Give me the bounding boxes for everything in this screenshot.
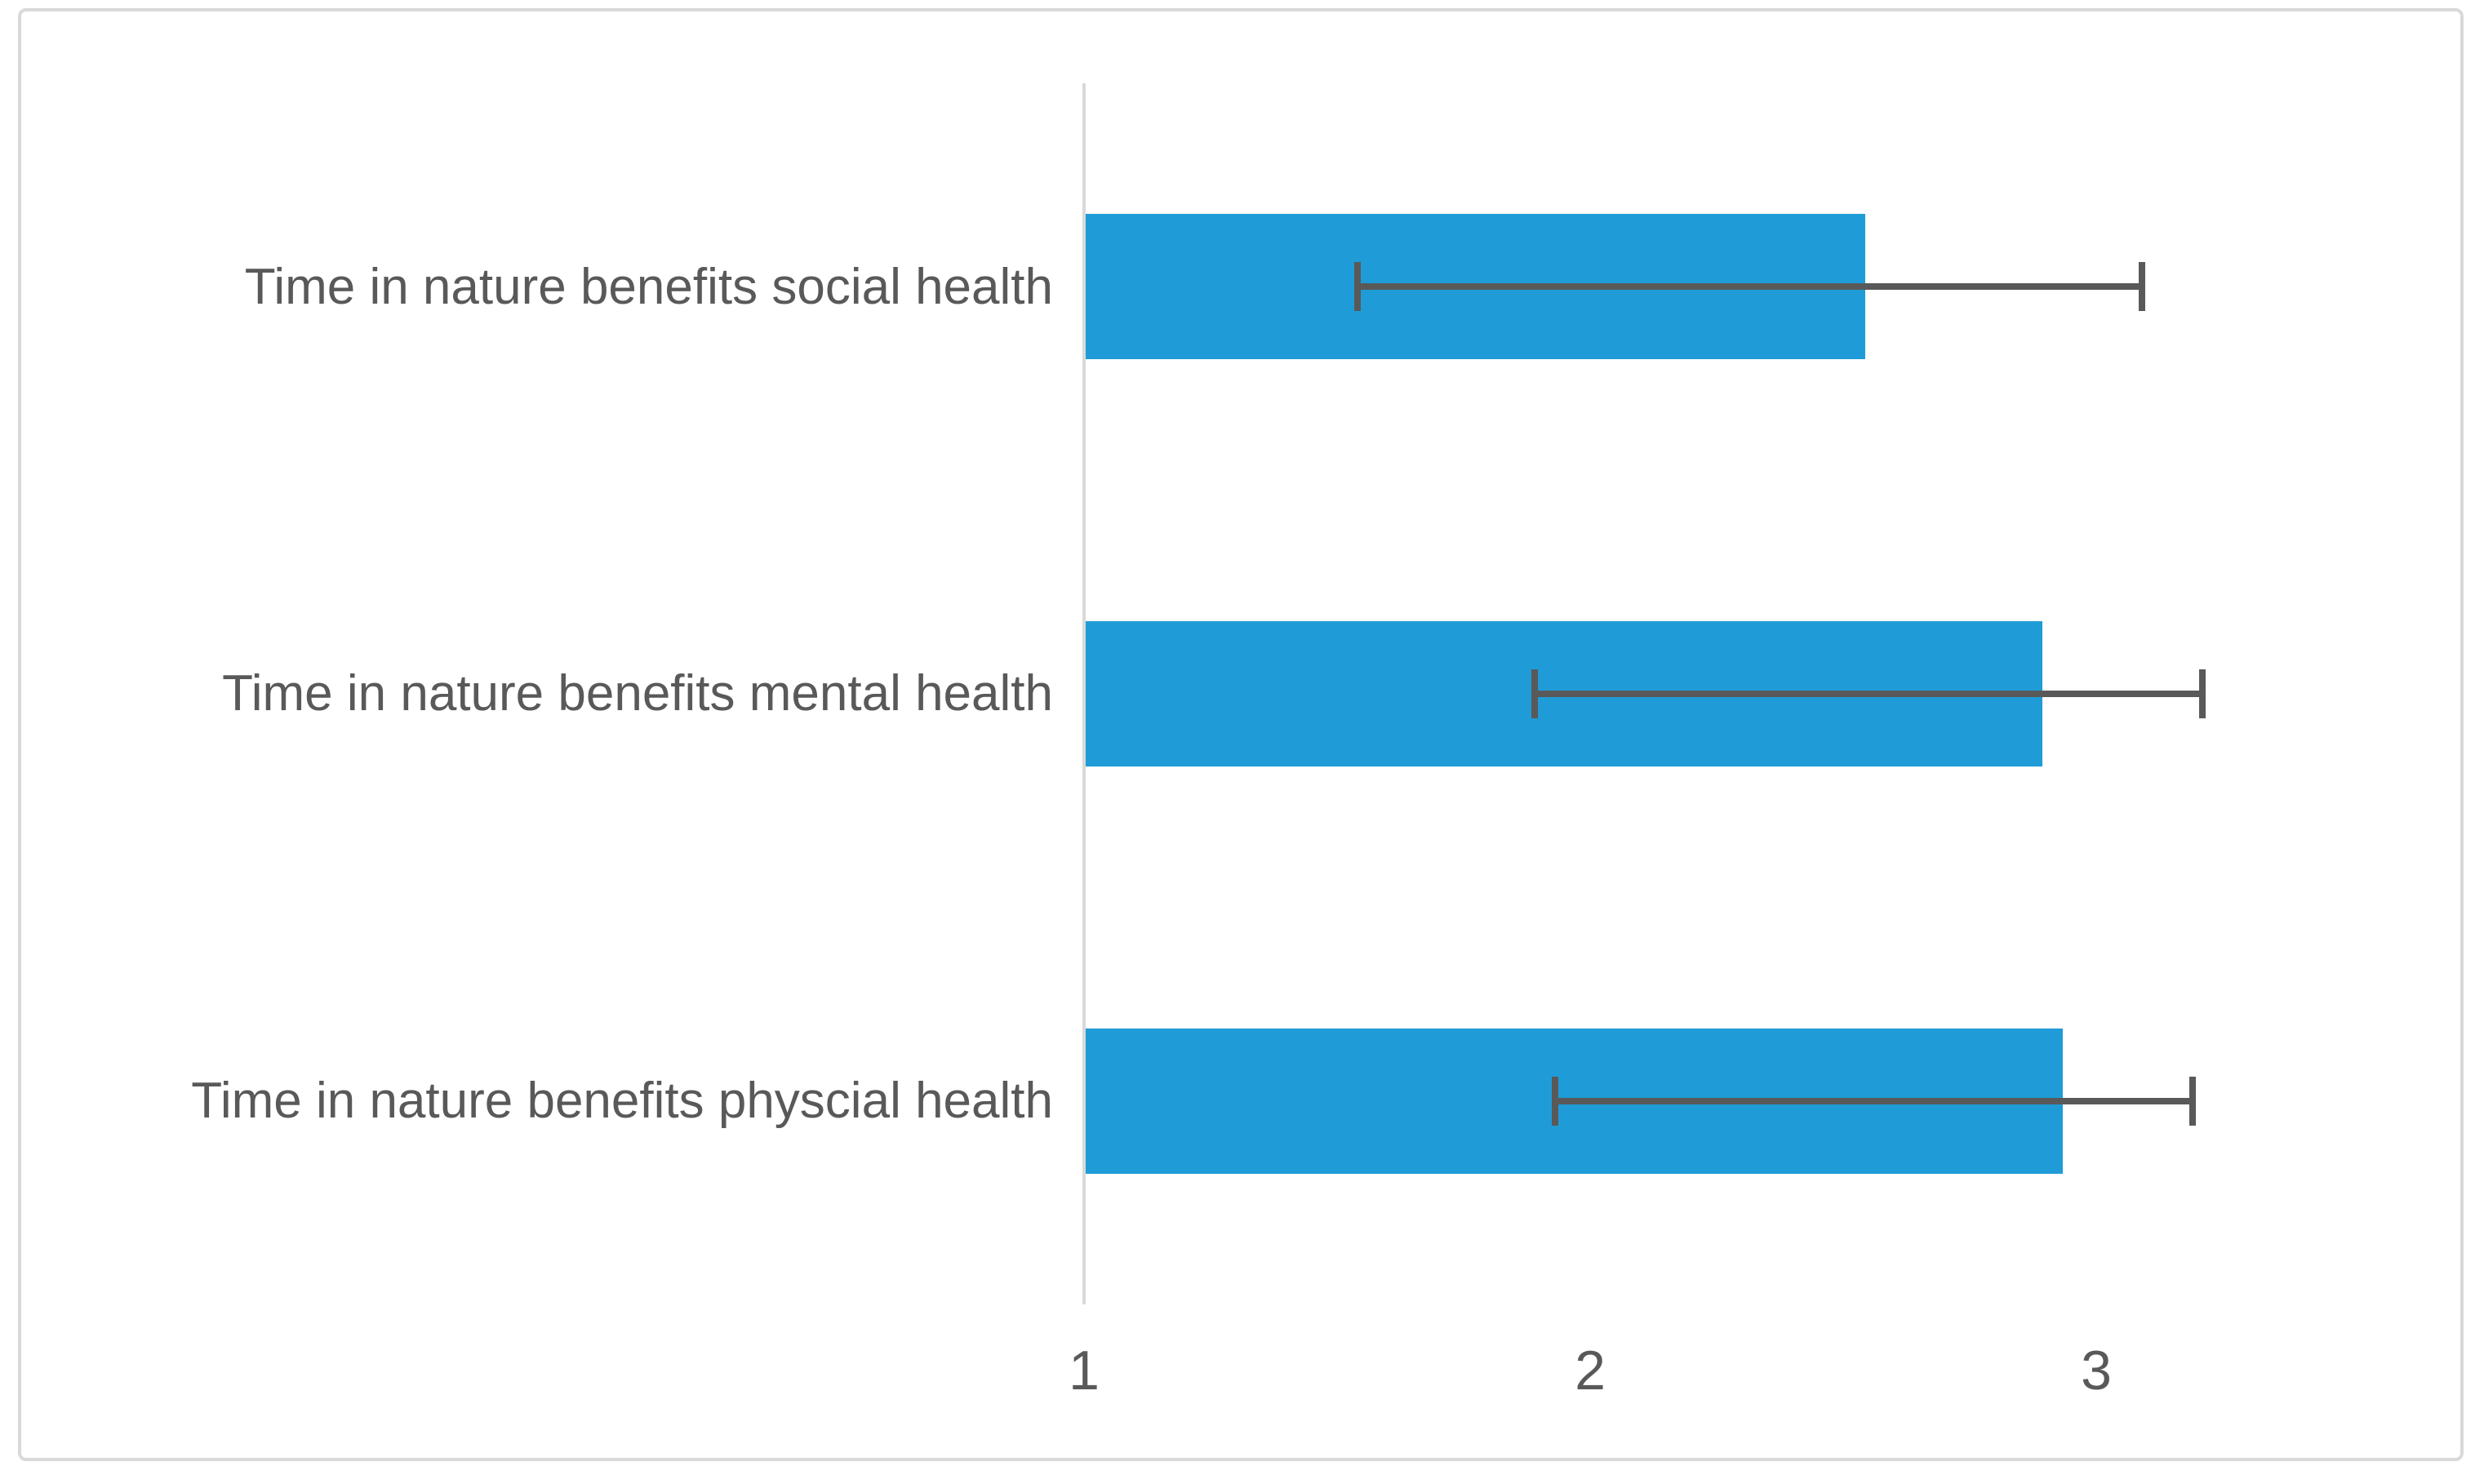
x-tick-label: 3: [2081, 1340, 2112, 1402]
error-bar-cap-high: [2199, 669, 2206, 718]
chart-frame-border: [18, 8, 2464, 1461]
plot-area: [1082, 83, 2400, 1304]
category-label: Time in nature benefits physcial health: [191, 1073, 1053, 1130]
x-tick-label: 2: [1575, 1340, 1606, 1402]
error-bar-line: [1534, 691, 2203, 697]
error-bar-cap-low: [1531, 669, 1538, 718]
error-bar-line: [1357, 283, 2142, 291]
error-bar-line: [1554, 1097, 2193, 1104]
error-bar-cap-low: [1551, 1076, 1558, 1126]
error-bar-cap-high: [2188, 1076, 2196, 1126]
x-tick-label: 1: [1069, 1340, 1100, 1402]
error-bar-cap-low: [1353, 262, 1361, 312]
x-axis-tick-labels: 1 2 3: [1069, 1339, 2400, 1420]
error-bar-cap-high: [2138, 262, 2145, 312]
category-label: Time in nature benefits social health: [244, 258, 1053, 315]
category-label: Time in nature benefits mental health: [222, 665, 1053, 722]
value-axis-line: [1082, 83, 1086, 1304]
category-axis-labels: Time in nature benefits social health Tim…: [33, 83, 1053, 1304]
